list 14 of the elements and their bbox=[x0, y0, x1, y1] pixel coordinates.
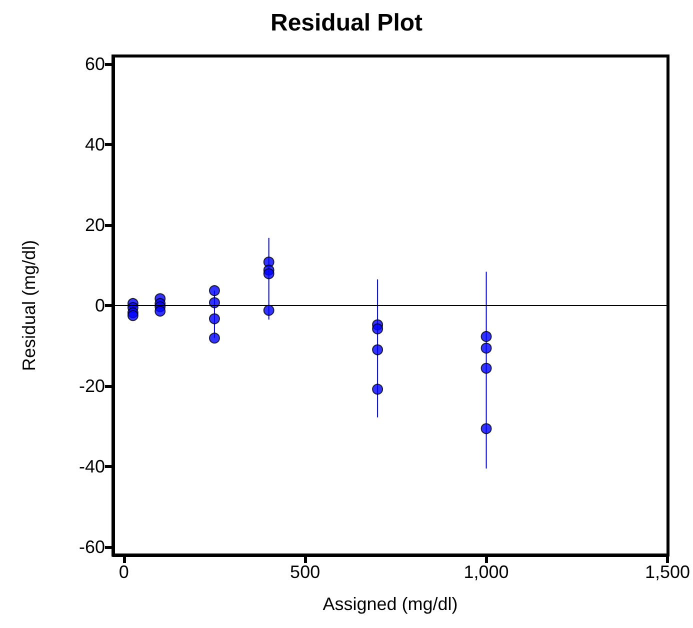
x-tick-label: 1,000 bbox=[464, 562, 509, 582]
chart-title: Residual Plot bbox=[270, 10, 423, 36]
y-tick-label: 60 bbox=[84, 54, 105, 74]
y-tick-label: 0 bbox=[94, 296, 105, 316]
x-tick-label: 500 bbox=[290, 562, 320, 582]
y-tick-label: -40 bbox=[78, 456, 105, 476]
x-tick-label: 1,500 bbox=[644, 562, 690, 582]
y-tick-label: -60 bbox=[78, 536, 105, 557]
x-tick-label: 0 bbox=[118, 562, 129, 582]
y-tick-label: -20 bbox=[78, 376, 105, 396]
y-tick-label: 20 bbox=[84, 215, 105, 236]
x-axis-title: Assigned (mg/dl) bbox=[322, 594, 458, 614]
y-tick-label: 40 bbox=[84, 134, 105, 155]
y-axis-title: Residual (mg/dl) bbox=[19, 240, 39, 372]
